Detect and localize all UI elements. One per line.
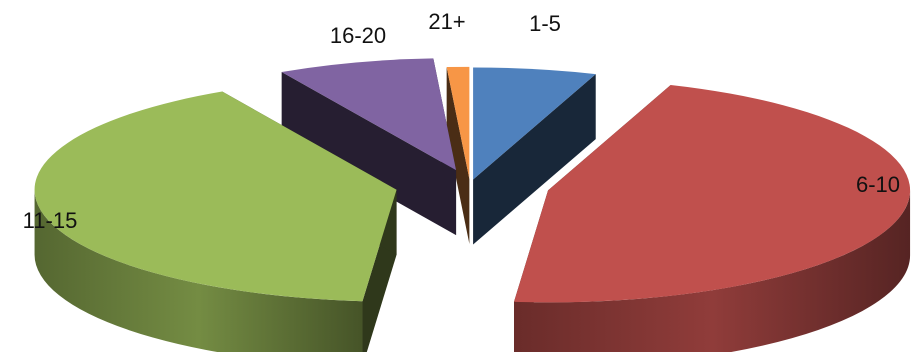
- slice-11-15-side: [34, 189, 363, 352]
- slice-11-15: [34, 91, 397, 352]
- slice-1-5-wall-end: [473, 74, 596, 245]
- slice-6-10-top: [514, 85, 911, 303]
- slice-21-top: [446, 66, 470, 179]
- slice-21: [446, 66, 470, 244]
- label-21: 21+: [428, 9, 465, 34]
- label-16-20: 16-20: [330, 23, 386, 48]
- slice-6-10-side: [514, 190, 911, 352]
- slices-layer: [34, 58, 911, 352]
- slice-16-20-top: [281, 58, 457, 171]
- slice-1-5-top: [473, 67, 596, 180]
- labels-layer: 1-5 6-10 11-15 16-20 21+: [23, 9, 900, 233]
- label-6-10: 6-10: [856, 172, 900, 197]
- slice-21-wall-start: [446, 67, 470, 244]
- label-1-5: 1-5: [529, 11, 561, 36]
- slice-1-5: [473, 67, 596, 245]
- slice-16-20-wall-start: [281, 71, 457, 236]
- slice-16-20: [281, 58, 457, 236]
- slice-6-10: [514, 85, 911, 352]
- slice-11-15-top: [34, 91, 397, 302]
- label-11-15: 11-15: [23, 208, 78, 233]
